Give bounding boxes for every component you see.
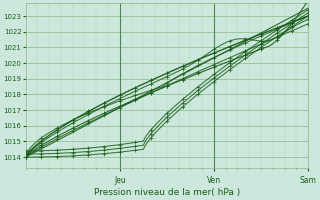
X-axis label: Pression niveau de la mer( hPa ): Pression niveau de la mer( hPa ) (94, 188, 240, 197)
